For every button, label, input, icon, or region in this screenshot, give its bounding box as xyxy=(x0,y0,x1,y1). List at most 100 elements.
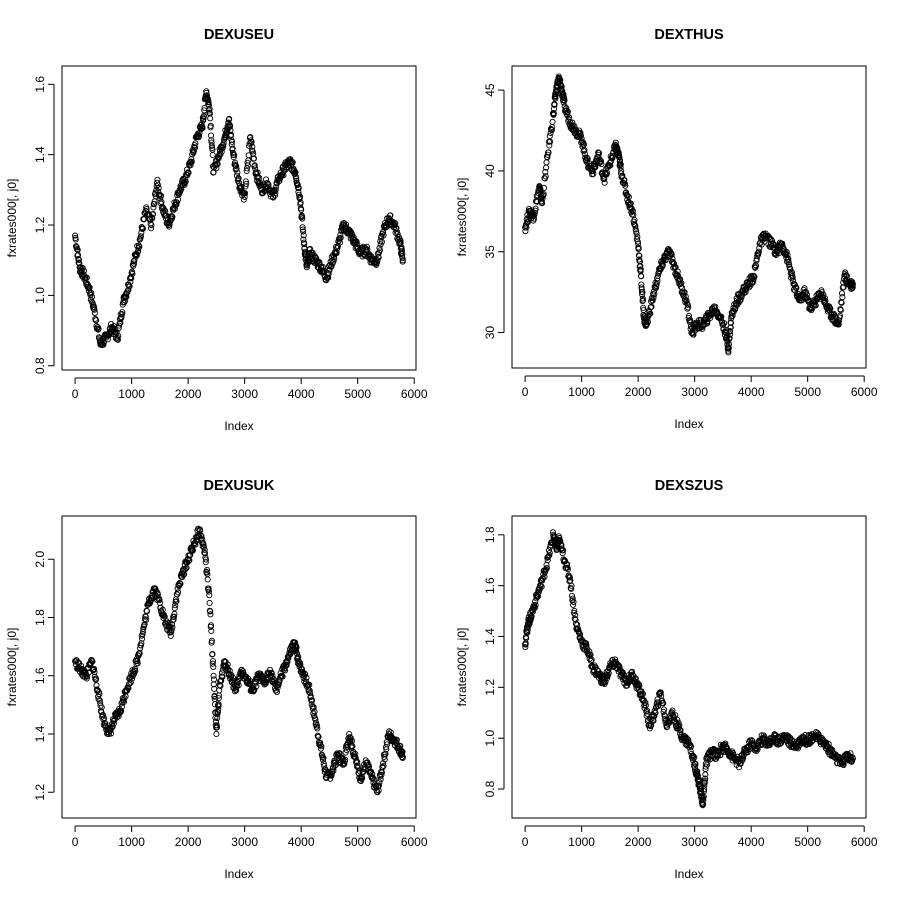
data-point xyxy=(684,301,691,308)
data-point xyxy=(154,181,161,188)
x-tick-label: 6000 xyxy=(851,385,878,399)
data-point xyxy=(363,243,371,250)
data-point xyxy=(354,758,361,766)
data-point xyxy=(671,260,678,267)
data-point xyxy=(207,622,215,629)
data-point xyxy=(137,233,144,240)
y-tick-label: 30 xyxy=(483,326,497,340)
data-point xyxy=(640,304,647,311)
data-point xyxy=(91,303,98,310)
data-point xyxy=(119,309,126,316)
data-point xyxy=(313,255,320,262)
data-point xyxy=(250,155,257,162)
data-point xyxy=(251,162,258,169)
data-point xyxy=(228,671,235,678)
data-point xyxy=(548,127,555,134)
data-point xyxy=(561,94,568,102)
data-point xyxy=(249,148,256,155)
data-point xyxy=(122,297,129,304)
data-point xyxy=(556,535,563,542)
data-point xyxy=(300,228,307,235)
data-point xyxy=(147,225,155,232)
data-point xyxy=(242,190,249,197)
data-point xyxy=(325,274,332,281)
data-point xyxy=(691,754,698,761)
data-point xyxy=(115,324,122,332)
data-point xyxy=(639,288,646,296)
y-tick-label: 1.0 xyxy=(483,730,497,747)
data-point xyxy=(110,720,117,727)
data-point xyxy=(314,725,321,732)
data-point xyxy=(94,687,101,694)
data-point xyxy=(581,147,588,154)
data-points xyxy=(72,88,406,349)
data-point xyxy=(545,149,552,156)
data-point xyxy=(687,743,695,750)
data-point xyxy=(268,669,275,676)
data-point xyxy=(638,273,645,280)
data-point xyxy=(154,176,161,183)
data-point xyxy=(279,673,286,680)
data-point xyxy=(213,165,220,172)
y-tick-label: 1.6 xyxy=(33,76,47,93)
y-tick-label: 1.2 xyxy=(33,216,47,233)
data-points xyxy=(522,73,856,356)
data-point xyxy=(140,625,147,632)
data-point xyxy=(736,764,743,771)
data-point xyxy=(136,243,143,250)
x-tick-label: 2000 xyxy=(625,385,652,399)
data-point xyxy=(205,588,213,595)
data-point xyxy=(204,576,211,583)
data-point xyxy=(273,688,280,696)
data-point xyxy=(638,281,645,288)
data-point xyxy=(399,257,406,264)
y-tick-label: 1.4 xyxy=(483,628,497,645)
data-point xyxy=(532,205,539,212)
data-point xyxy=(547,129,554,136)
y-tick-label: 45 xyxy=(483,83,497,97)
data-point xyxy=(662,712,669,719)
data-point xyxy=(677,281,684,288)
data-point xyxy=(726,327,734,335)
data-point xyxy=(789,274,796,281)
data-point xyxy=(118,707,125,714)
data-point xyxy=(648,303,655,310)
data-point xyxy=(563,105,570,112)
data-point xyxy=(129,270,136,277)
data-point xyxy=(793,284,800,292)
x-tick-label: 3000 xyxy=(681,385,708,399)
data-point xyxy=(95,325,102,332)
data-point xyxy=(821,295,829,302)
data-point xyxy=(321,762,328,770)
x-tick-label: 5000 xyxy=(794,385,821,399)
data-point xyxy=(701,782,708,789)
data-point xyxy=(89,658,96,665)
data-point xyxy=(207,122,214,129)
data-point xyxy=(753,256,760,263)
data-point xyxy=(213,730,220,738)
data-points xyxy=(522,529,856,809)
data-point xyxy=(173,598,180,605)
data-point xyxy=(552,95,559,102)
data-point xyxy=(840,284,847,291)
data-point xyxy=(843,272,850,279)
data-point xyxy=(298,206,305,213)
data-point xyxy=(569,595,576,602)
data-point xyxy=(130,260,138,267)
data-point xyxy=(378,238,385,245)
data-point xyxy=(317,739,324,746)
data-point xyxy=(299,215,306,222)
data-point xyxy=(583,640,590,647)
data-point xyxy=(99,711,107,718)
y-tick-label: 1.6 xyxy=(483,577,497,594)
data-point xyxy=(200,541,207,548)
data-point xyxy=(559,550,566,557)
data-point xyxy=(102,720,109,727)
data-point xyxy=(125,681,132,688)
data-point xyxy=(692,761,699,768)
data-point xyxy=(209,660,216,667)
x-axis-label: Index xyxy=(674,867,703,881)
data-point xyxy=(146,600,153,607)
data-point xyxy=(794,745,802,752)
data-point xyxy=(354,240,361,248)
